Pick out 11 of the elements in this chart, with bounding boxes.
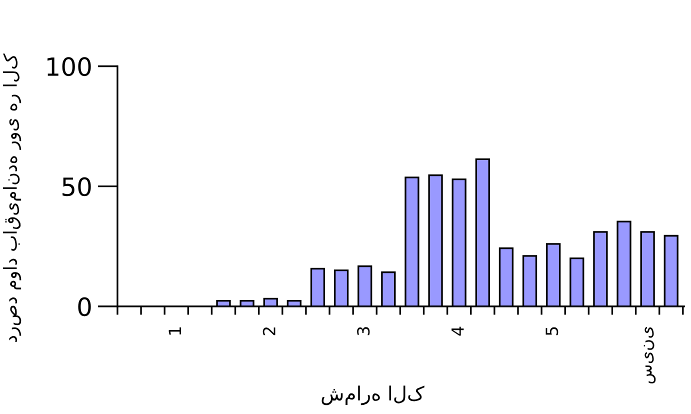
x-tick-label: 3 — [357, 327, 370, 336]
y-tick-label: 100 — [47, 57, 91, 76]
y-axis-title: درصد مواد باقیمانده روی هر الک — [3, 54, 22, 342]
x-tick-label: 2 — [262, 327, 276, 336]
y-tick-label: 0 — [78, 297, 91, 316]
x-tick-label: 5 — [546, 327, 558, 336]
x-tick-label: سینی — [644, 326, 656, 384]
x-axis-title: شماره الک — [322, 386, 424, 406]
x-tick-label: 1 — [168, 327, 181, 335]
y-tick-label: 50 — [62, 177, 91, 196]
x-tick-label: 4 — [452, 326, 464, 336]
